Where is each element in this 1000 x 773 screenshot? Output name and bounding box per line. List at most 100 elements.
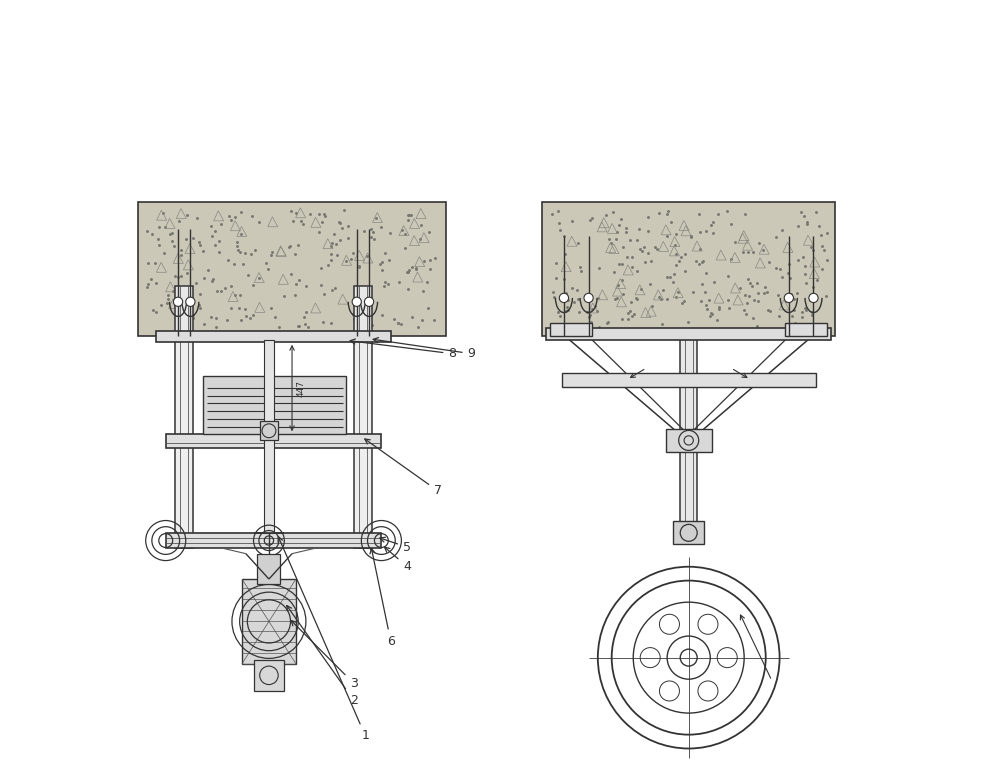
Point — [208, 312, 224, 324]
Point — [151, 239, 167, 251]
Point — [365, 226, 381, 238]
Circle shape — [584, 293, 593, 302]
Point — [750, 295, 766, 307]
Point — [300, 322, 316, 334]
Point — [315, 315, 331, 328]
Point — [761, 256, 777, 268]
Point — [703, 219, 719, 231]
Point — [813, 229, 829, 241]
Point — [564, 281, 580, 294]
Point — [787, 316, 803, 329]
Point — [566, 295, 582, 308]
Point — [155, 206, 171, 219]
Point — [363, 230, 379, 243]
Point — [781, 257, 797, 270]
Point — [808, 206, 824, 219]
Point — [668, 248, 684, 261]
Point — [238, 310, 254, 322]
Point — [615, 288, 631, 301]
Point — [674, 297, 690, 309]
Point — [399, 266, 415, 278]
Point — [668, 259, 684, 271]
Point — [615, 241, 631, 254]
Point — [290, 239, 306, 251]
Point — [629, 265, 645, 278]
Point — [651, 207, 667, 220]
Point — [795, 251, 811, 264]
Circle shape — [784, 293, 793, 302]
Point — [799, 217, 815, 230]
Point — [613, 213, 629, 225]
Point — [217, 282, 233, 295]
Point — [180, 312, 196, 324]
Point — [709, 315, 725, 327]
Point — [633, 283, 649, 295]
Point — [660, 205, 676, 217]
Point — [605, 206, 621, 219]
Point — [183, 294, 199, 306]
Point — [797, 302, 813, 315]
Point — [329, 249, 345, 261]
Text: 8: 8 — [350, 339, 456, 360]
Point — [203, 311, 219, 323]
Point — [373, 220, 389, 233]
Point — [583, 315, 599, 328]
Point — [786, 292, 802, 305]
Point — [229, 236, 245, 248]
Point — [796, 318, 812, 330]
Point — [196, 318, 212, 331]
Point — [220, 254, 236, 266]
Point — [426, 314, 442, 326]
Point — [737, 207, 753, 220]
Point — [360, 319, 376, 332]
Point — [160, 288, 176, 301]
Point — [798, 303, 814, 315]
Point — [316, 208, 332, 220]
Point — [809, 274, 825, 286]
Point — [139, 281, 155, 293]
Point — [243, 248, 259, 261]
Point — [746, 294, 762, 306]
Point — [159, 297, 175, 309]
Point — [283, 204, 299, 216]
Point — [793, 206, 809, 219]
Point — [314, 216, 330, 228]
Point — [189, 212, 205, 224]
Point — [366, 233, 382, 245]
Point — [572, 261, 588, 273]
Point — [414, 314, 430, 326]
Point — [419, 276, 435, 288]
Point — [148, 277, 164, 289]
Point — [233, 314, 249, 326]
Point — [573, 264, 589, 277]
Point — [377, 276, 393, 288]
Bar — [546, 328, 831, 340]
Point — [345, 308, 361, 320]
Bar — [542, 202, 835, 336]
Point — [263, 249, 279, 261]
Point — [704, 308, 720, 320]
Point — [211, 234, 227, 247]
Point — [313, 261, 329, 274]
Point — [603, 237, 619, 249]
Point — [421, 226, 437, 238]
Point — [191, 237, 207, 249]
Point — [207, 225, 223, 237]
Point — [404, 261, 420, 273]
Point — [209, 284, 225, 297]
Point — [550, 305, 566, 318]
Point — [293, 214, 309, 226]
Point — [805, 244, 821, 257]
Point — [629, 292, 645, 305]
Point — [343, 253, 359, 265]
Point — [282, 240, 298, 252]
Point — [560, 294, 576, 306]
Point — [614, 313, 630, 325]
Point — [560, 305, 576, 317]
Point — [770, 289, 786, 301]
Point — [582, 214, 598, 226]
Bar — [264, 340, 274, 533]
Point — [548, 271, 564, 284]
Point — [295, 218, 311, 230]
Point — [291, 320, 307, 332]
